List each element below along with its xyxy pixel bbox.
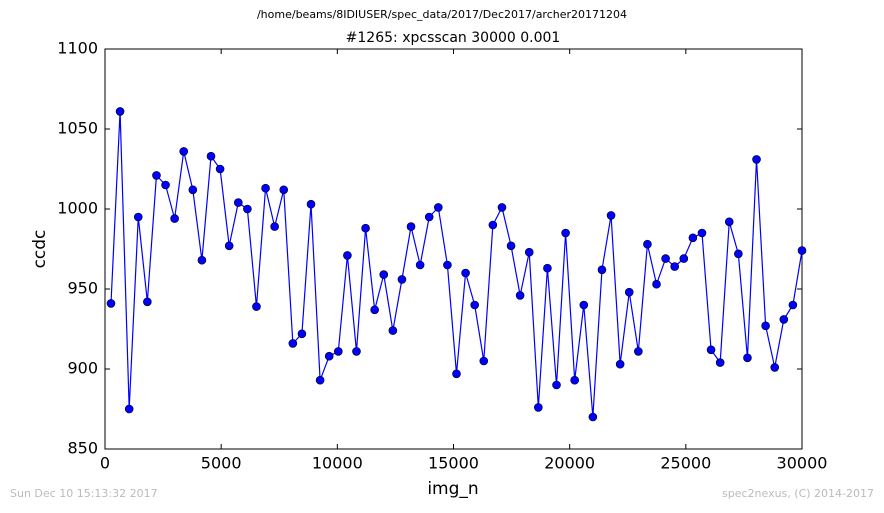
data-point: [343, 251, 352, 260]
data-point: [706, 345, 716, 355]
data-point: [524, 247, 534, 257]
x-tick-label: 10000: [312, 454, 363, 473]
data-point: [443, 260, 452, 270]
x-axis-label: img_n: [427, 479, 478, 499]
data-point: [370, 305, 379, 315]
data-point: [670, 262, 680, 271]
data-point: [588, 412, 598, 422]
data-point: [261, 183, 270, 193]
data-point: [324, 351, 334, 361]
x-tick-label: 0: [100, 454, 110, 473]
footer-date: Sun Dec 10 15:13:32 2017: [10, 487, 158, 500]
data-point: [606, 211, 616, 220]
data-point: [243, 204, 252, 214]
data-point: [188, 185, 198, 195]
data-point: [597, 265, 607, 275]
data-point: [734, 249, 743, 259]
x-tick-label: 5000: [201, 454, 242, 473]
data-point: [224, 241, 234, 251]
x-tick-label: 15000: [428, 454, 479, 473]
data-point: [461, 268, 470, 278]
y-tick-label: 1000: [57, 199, 98, 218]
data-point: [661, 254, 670, 263]
data-point: [688, 233, 698, 243]
data-point: [679, 254, 689, 263]
data-point: [143, 297, 152, 307]
data-point: [624, 287, 634, 297]
y-tick-label: 950: [67, 279, 98, 298]
data-point: [206, 151, 216, 161]
data-point: [715, 358, 725, 367]
data-point: [543, 263, 552, 273]
chart-title: #1265: xpcsscan 30000 0.001: [346, 30, 561, 46]
data-point: [115, 107, 125, 116]
data-point: [552, 380, 561, 390]
data-point: [406, 222, 416, 231]
data-point: [497, 203, 507, 212]
data-point: [170, 214, 179, 223]
data-point: [106, 299, 116, 308]
data-point: [306, 199, 316, 209]
data-point: [424, 212, 434, 222]
data-point: [152, 171, 161, 180]
data-point: [652, 279, 661, 289]
data-point: [788, 300, 798, 310]
x-tick-label: 25000: [660, 454, 711, 473]
data-point: [124, 404, 134, 414]
suptitle: /home/beams/8IDIUSER/spec_data/2017/Dec2…: [257, 8, 627, 21]
data-point: [161, 180, 170, 190]
data-point: [561, 228, 570, 238]
data-point: [352, 347, 361, 356]
data-point: [743, 353, 752, 363]
data-point: [215, 164, 225, 174]
data-point: [270, 222, 279, 231]
x-tick-label: 20000: [544, 454, 595, 473]
plot-frame: [104, 48, 803, 450]
data-point: [315, 375, 325, 385]
data-point: [770, 363, 780, 372]
data-point: [288, 339, 298, 348]
data-point: [470, 300, 479, 310]
data-point: [361, 223, 370, 233]
data-point: [643, 239, 652, 249]
data-point: [452, 369, 461, 379]
data-point: [233, 198, 243, 207]
data-point: [379, 270, 389, 279]
data-point: [415, 260, 425, 270]
data-point: [279, 185, 289, 195]
data-point: [724, 217, 734, 227]
data-point: [579, 300, 589, 310]
data-point: [761, 321, 770, 331]
data-point: [133, 212, 143, 222]
data-point: [179, 147, 189, 156]
data-point: [515, 291, 525, 300]
y-axis-label: ccdc: [30, 230, 50, 269]
data-point: [752, 155, 761, 164]
data-point: [488, 220, 498, 230]
data-point: [334, 347, 343, 356]
data-point: [697, 228, 707, 238]
y-tick-label: 900: [67, 359, 98, 378]
data-point: [388, 326, 398, 335]
y-tick-label: 850: [67, 439, 98, 458]
data-point: [252, 302, 261, 311]
data-point: [634, 347, 643, 356]
data-point: [297, 329, 307, 339]
data-point: [506, 241, 516, 251]
data-point: [797, 246, 807, 255]
data-point: [434, 203, 443, 212]
x-tick-label: 30000: [777, 454, 828, 473]
data-point: [570, 375, 579, 385]
data-point: [397, 275, 407, 284]
data-point: [779, 315, 789, 324]
footer-credit: spec2nexus, (C) 2014-2017: [722, 487, 874, 500]
data-point: [615, 359, 625, 369]
data-point: [534, 403, 543, 412]
y-tick-label: 1050: [57, 119, 98, 138]
data-point: [479, 356, 489, 366]
data-point: [197, 255, 207, 265]
y-tick-label: 1100: [57, 39, 98, 58]
